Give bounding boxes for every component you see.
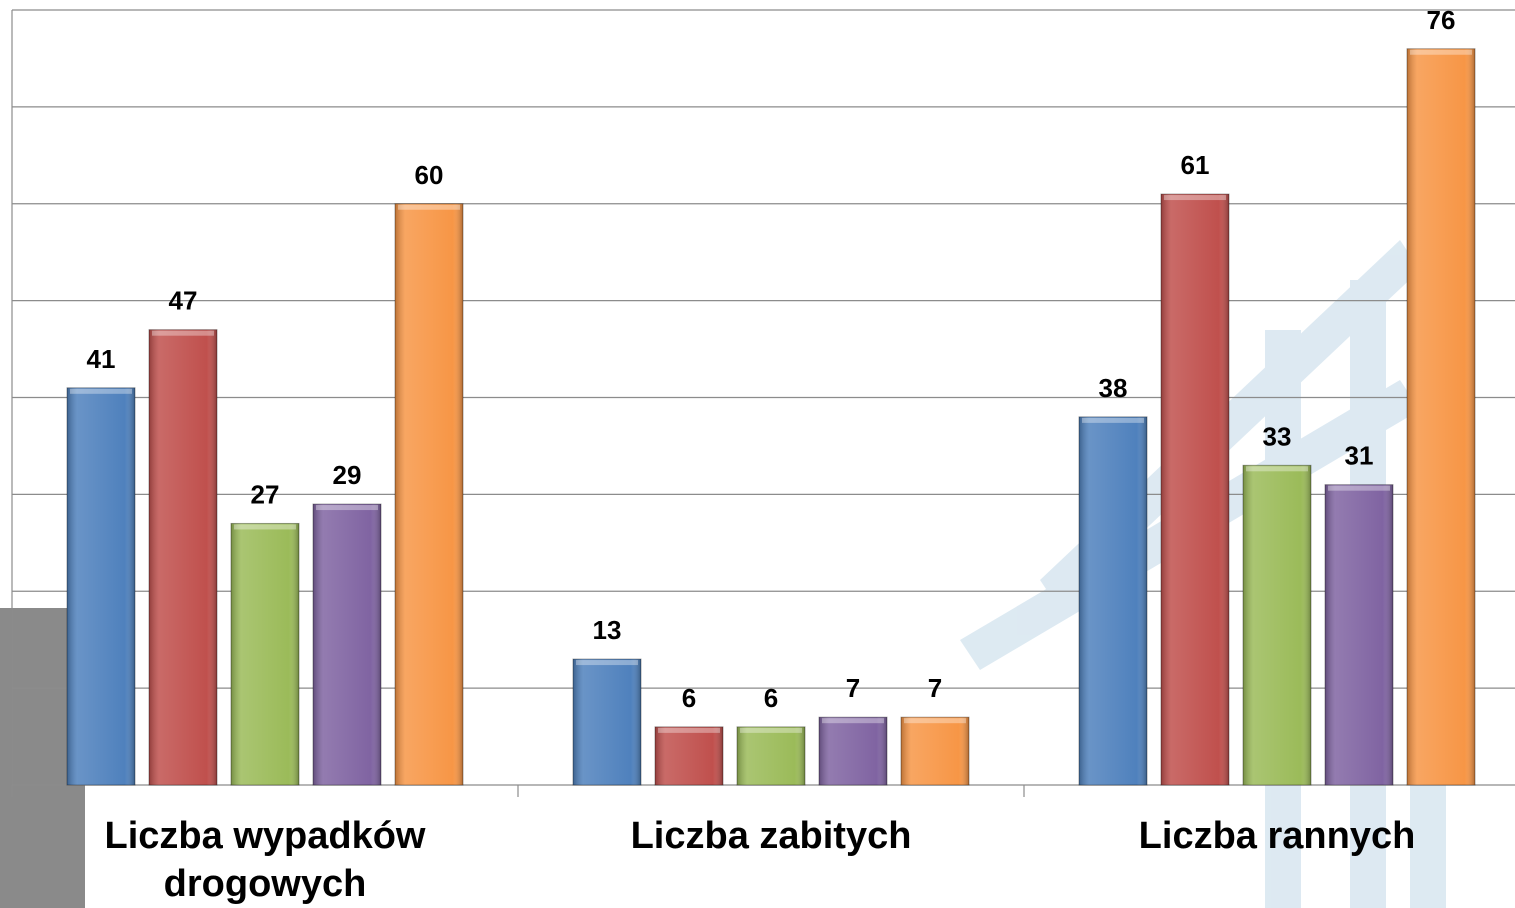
bar bbox=[655, 727, 723, 785]
bar bbox=[1243, 465, 1311, 785]
value-label: 33 bbox=[1263, 421, 1292, 451]
bar bbox=[231, 523, 299, 785]
value-label: 76 bbox=[1427, 5, 1456, 35]
value-label: 29 bbox=[333, 460, 362, 490]
bar bbox=[819, 717, 887, 785]
bar bbox=[67, 388, 135, 785]
value-label: 38 bbox=[1099, 373, 1128, 403]
bar bbox=[1161, 194, 1229, 785]
bar-cap bbox=[152, 331, 214, 336]
value-label: 7 bbox=[928, 673, 942, 703]
bar bbox=[737, 727, 805, 785]
bar-cap bbox=[1328, 486, 1390, 491]
value-label: 31 bbox=[1345, 441, 1374, 471]
bar bbox=[1325, 485, 1393, 785]
bar-cap bbox=[1246, 466, 1308, 471]
bar bbox=[395, 204, 463, 785]
value-label: 6 bbox=[764, 683, 778, 713]
bar bbox=[1407, 49, 1475, 785]
value-label: 41 bbox=[87, 344, 116, 374]
bar bbox=[901, 717, 969, 785]
value-label: 60 bbox=[415, 160, 444, 190]
bar-cap bbox=[70, 389, 132, 394]
bar bbox=[1079, 417, 1147, 785]
bar-cap bbox=[316, 505, 378, 510]
x-tick-label: Liczba zabitych bbox=[561, 812, 981, 860]
chart: 41 47 27 29 60 13 6 6 7 7 38 61 33 31 76 bbox=[0, 0, 1515, 908]
bar bbox=[149, 330, 217, 785]
bar-cap bbox=[1164, 195, 1226, 200]
value-label: 27 bbox=[251, 479, 280, 509]
bar bbox=[573, 659, 641, 785]
bar-cap bbox=[1410, 50, 1472, 55]
bar-cap bbox=[234, 524, 296, 529]
value-label: 47 bbox=[169, 286, 198, 316]
bar bbox=[313, 504, 381, 785]
bar-cap bbox=[658, 728, 720, 733]
value-label: 7 bbox=[846, 673, 860, 703]
value-label: 6 bbox=[682, 683, 696, 713]
bar-cap bbox=[740, 728, 802, 733]
value-label: 13 bbox=[593, 615, 622, 645]
bar-cap bbox=[1082, 418, 1144, 423]
bar-cap bbox=[822, 718, 884, 723]
value-label: 61 bbox=[1181, 150, 1210, 180]
x-tick-label: Liczba rannych bbox=[1067, 812, 1487, 860]
page: 41472729601366773861333176 (() => { cons… bbox=[0, 0, 1515, 908]
bar-cap bbox=[576, 660, 638, 665]
x-tick-label: Liczba wypadków drogowych bbox=[55, 812, 475, 908]
bar-cap bbox=[398, 205, 460, 210]
bar-cap bbox=[904, 718, 966, 723]
